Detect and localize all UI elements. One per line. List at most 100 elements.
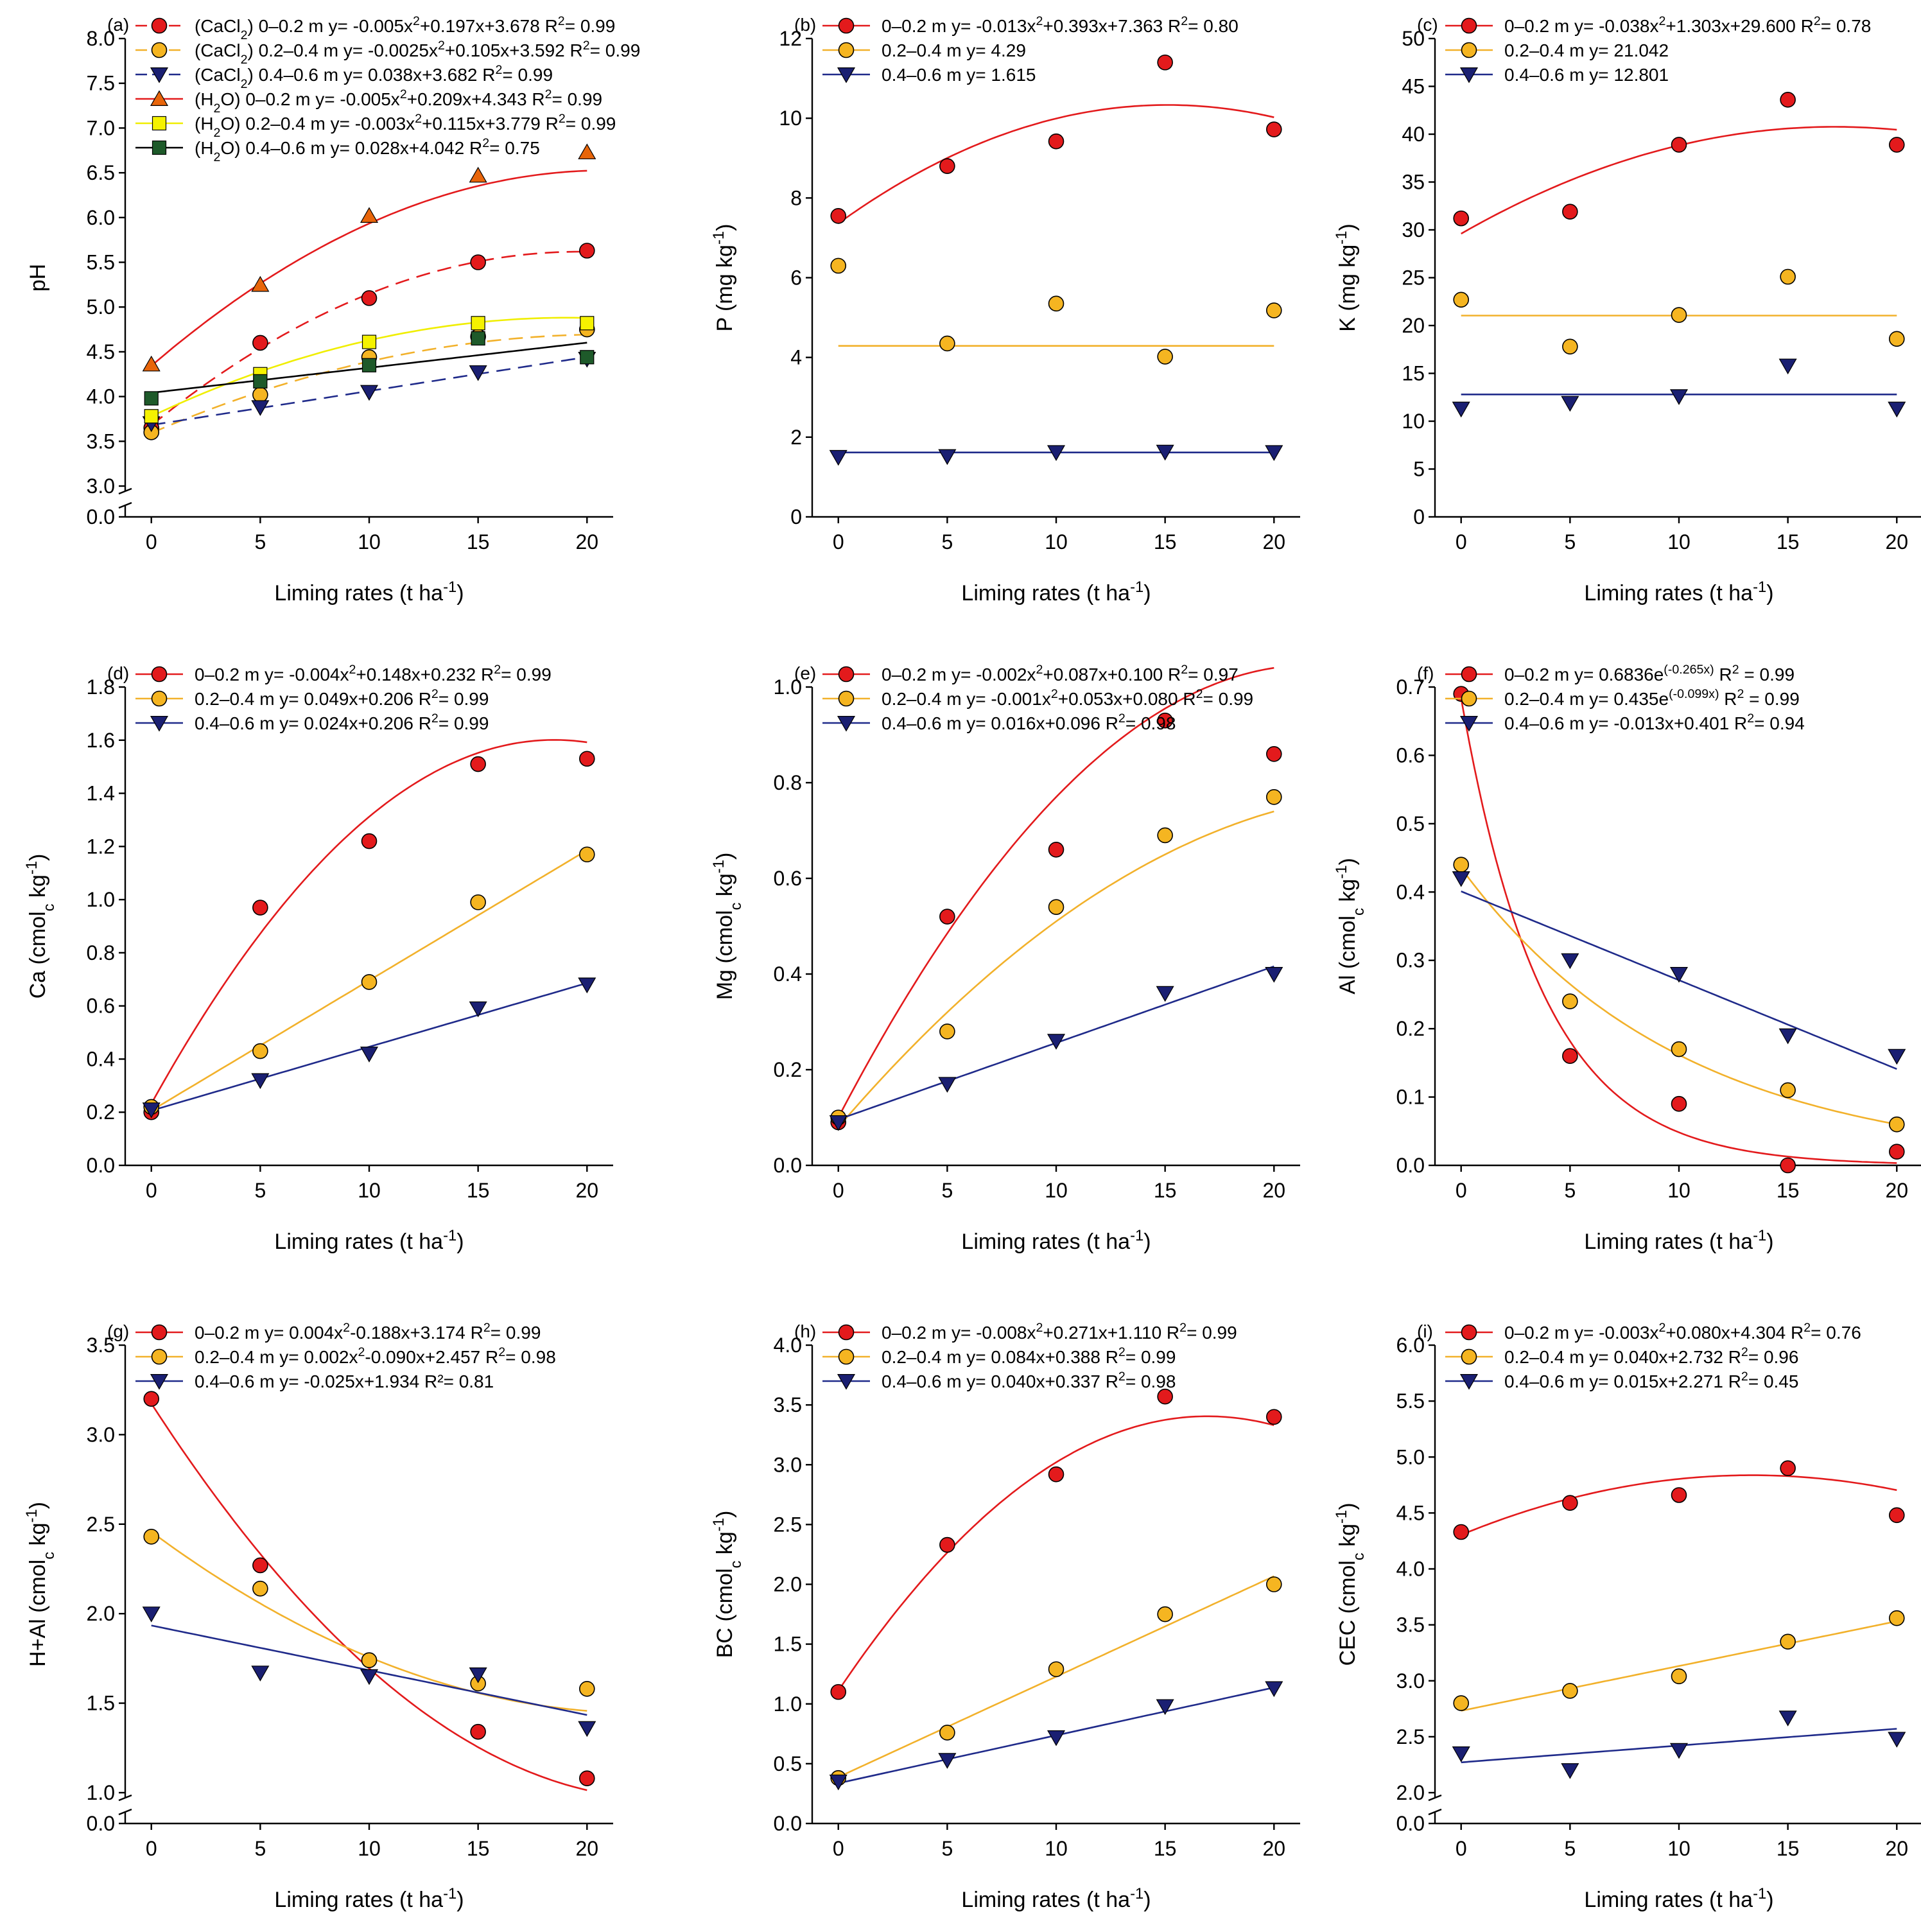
data-points xyxy=(142,751,596,1120)
y-axis-title: pH xyxy=(26,264,50,292)
x-tick-label: 15 xyxy=(1777,1837,1800,1860)
fit-line-series-1 xyxy=(837,104,1274,224)
legend-entry: 0.4–0.6 m y= 0.015x+2.271 R2= 0.45 xyxy=(1504,1370,1798,1391)
x-tick-label: 20 xyxy=(575,1179,598,1202)
x-tick-label: 15 xyxy=(1777,1179,1800,1202)
axes: 0 5 10 15 20 0.0 0.5 1.0 1.5 2.0 2.5 3.0 3.5 4.0 xyxy=(774,1334,1300,1860)
y-tick-label: 0.0 xyxy=(1396,1812,1425,1835)
data-point xyxy=(469,1001,487,1018)
legend-entry: 0.4–0.6 m y= 0.024x+0.206 R2= 0.99 xyxy=(195,711,489,733)
panel-letter: (i) xyxy=(1417,1321,1433,1341)
legend-marker xyxy=(838,666,855,683)
y-tick-label: 3.0 xyxy=(1396,1669,1425,1693)
data-point xyxy=(1157,827,1173,844)
legend-entry: (H2O) 0.2–0.4 m y= -0.003x2+0.115x+3.779… xyxy=(195,112,616,140)
y-tick-label: 0.5 xyxy=(774,1752,802,1775)
data-point xyxy=(1453,292,1470,308)
axis-break-mark xyxy=(118,487,132,495)
data-point xyxy=(829,449,848,466)
y-tick-label: 1.0 xyxy=(774,675,802,699)
legend-marker xyxy=(838,1348,855,1365)
legend-marker xyxy=(151,666,168,683)
fit-line-series-2 xyxy=(1461,1620,1897,1712)
y-tick-label: 35 xyxy=(1402,171,1425,194)
legend-marker xyxy=(1459,67,1479,83)
y-tick-label: 5.5 xyxy=(87,251,115,274)
y-tick-label: 40 xyxy=(1402,123,1425,146)
data-points xyxy=(829,712,1283,1131)
data-point xyxy=(470,894,486,910)
legend: (i) 0–0.2 m y= -0.003x2+0.080x+4.304 R2= … xyxy=(1417,1321,1861,1391)
x-tick-label: 0 xyxy=(146,530,157,553)
legend: (h) 0–0.2 m y= -0.008x2+0.271x+1.110 R2= … xyxy=(794,1321,1237,1391)
x-tick-label: 10 xyxy=(358,530,381,553)
data-point xyxy=(1671,307,1687,323)
y-tick-label: 0.1 xyxy=(1396,1086,1425,1109)
y-tick-label: 0.4 xyxy=(87,1047,115,1070)
y-tick-label: 6.0 xyxy=(1396,1334,1425,1357)
x-tick-label: 0 xyxy=(1456,1179,1467,1202)
data-point xyxy=(361,1652,378,1668)
data-point xyxy=(1047,1730,1066,1746)
data-point xyxy=(251,275,270,292)
y-axis-title: P (mg kg-1) xyxy=(710,224,738,332)
data-point xyxy=(1453,1695,1470,1711)
y-tick-label: 1.6 xyxy=(87,729,115,752)
x-tick-label: 10 xyxy=(1667,530,1691,553)
panel-b: 0 5 10 15 20 0 2 4 6 8 10 12 Liming rates (t ha-1) P … xyxy=(710,14,1300,605)
data-point xyxy=(1048,1466,1065,1483)
x-tick-label: 5 xyxy=(254,530,266,553)
y-tick-label: 50 xyxy=(1402,27,1425,50)
x-axis-title: Liming rates (t ha-1) xyxy=(1584,1227,1773,1255)
data-point xyxy=(578,1721,596,1737)
data-point xyxy=(1669,966,1689,983)
fit-lines xyxy=(150,1403,587,1791)
legend-marker xyxy=(838,17,855,34)
y-tick-label: 0.2 xyxy=(774,1058,802,1081)
panel-letter: (d) xyxy=(107,663,129,683)
data-point xyxy=(1780,92,1796,108)
legend-entry: 0–0.2 m y= -0.013x2+0.393x+7.363 R2= 0.8… xyxy=(882,14,1239,36)
data-point xyxy=(1047,445,1066,461)
legend-entry: (CaCl2) 0.2–0.4 m y= -0.0025x2+0.105x+3.… xyxy=(195,39,640,67)
legend-entry: 0.4–0.6 m y= 0.016x+0.096 R2= 0.98 xyxy=(882,711,1176,733)
data-point xyxy=(939,1536,955,1553)
x-tick-label: 10 xyxy=(358,1837,381,1860)
x-tick-label: 0 xyxy=(146,1179,157,1202)
panel-i: 0 5 10 15 20 0.0 2.0 2.5 3.0 3.5 4.0 4.5 5.0 5.5 6.0 Li… xyxy=(1333,1321,1921,1912)
axes: 0 5 10 15 20 0.0 0.2 0.4 0.6 0.8 1.0 1.2 1.4 1.6 1.8 xyxy=(87,675,613,1202)
y-tick-label: 2.0 xyxy=(87,1602,115,1625)
legend-entry: 0.4–0.6 m y= 0.040x+0.337 R2= 0.98 xyxy=(882,1370,1176,1391)
x-tick-label: 10 xyxy=(358,1179,381,1202)
panel-letter: (b) xyxy=(794,15,816,35)
x-tick-label: 20 xyxy=(1885,1179,1908,1202)
legend-marker xyxy=(150,1374,169,1390)
data-point xyxy=(578,243,595,259)
data-point xyxy=(1048,133,1065,150)
legend-entry: (H2O) 0.4–0.6 m y= 0.028x+4.042 R2= 0.75 xyxy=(195,136,540,164)
data-point xyxy=(1265,1409,1282,1425)
data-point xyxy=(580,316,595,331)
data-point xyxy=(1671,137,1687,153)
y-tick-label: 3.5 xyxy=(87,1334,115,1357)
data-points xyxy=(1452,92,1906,418)
legend-entry: (H2O) 0–0.2 m y= -0.005x2+0.209x+4.343 R… xyxy=(195,87,602,116)
x-tick-label: 10 xyxy=(1045,1837,1068,1860)
data-point xyxy=(469,166,487,183)
data-point xyxy=(251,400,270,416)
data-point xyxy=(939,909,955,925)
data-point xyxy=(830,257,847,274)
y-tick-label: 6.5 xyxy=(87,161,115,184)
legend-marker xyxy=(150,67,169,83)
data-point xyxy=(1780,1633,1796,1650)
legend-marker xyxy=(152,116,167,131)
data-point xyxy=(470,1723,486,1740)
data-points xyxy=(1452,686,1906,1174)
x-axis-title: Liming rates (t ha-1) xyxy=(1584,579,1773,606)
data-point xyxy=(252,1580,268,1597)
y-tick-label: 3.5 xyxy=(1396,1614,1425,1637)
legend-marker xyxy=(1461,1324,1477,1341)
data-point xyxy=(1888,1732,1906,1748)
data-point xyxy=(1048,842,1065,858)
y-tick-label: 0.6 xyxy=(774,867,802,890)
